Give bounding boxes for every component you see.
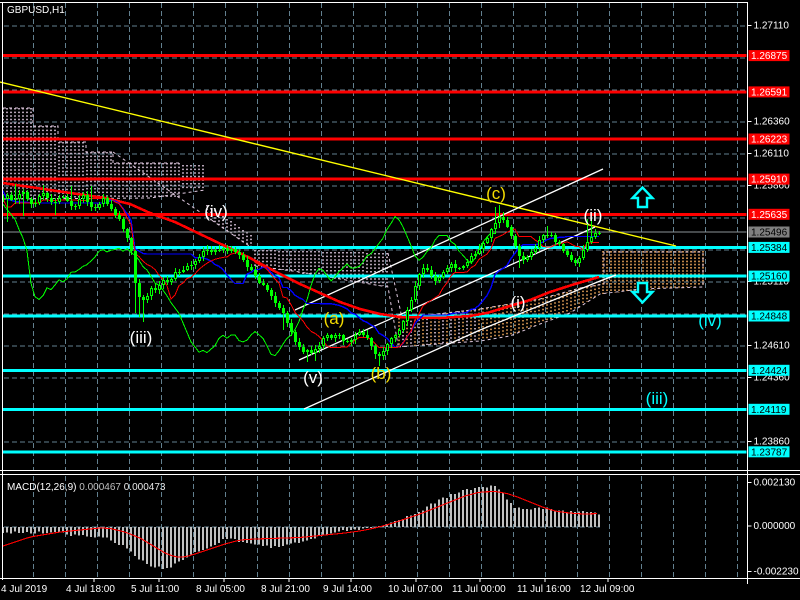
svg-text:1.25160: 1.25160 (751, 272, 788, 283)
svg-text:4 Jul 18:00: 4 Jul 18:00 (66, 584, 115, 595)
svg-text:MACD(12,26,9) 0.000467 0.00047: MACD(12,26,9) 0.000467 0.000473 (7, 482, 166, 493)
svg-text:5 Jul 11:00: 5 Jul 11:00 (131, 584, 180, 595)
svg-text:1.25110: 1.25110 (754, 277, 790, 288)
svg-text:(i): (i) (510, 293, 525, 312)
svg-text:1.26110: 1.26110 (754, 149, 790, 160)
svg-text:(ii): (ii) (584, 206, 603, 225)
svg-text:1.23860: 1.23860 (754, 437, 791, 448)
svg-text:10 Jul 07:00: 10 Jul 07:00 (388, 584, 443, 595)
svg-text:GBPUSD,H1: GBPUSD,H1 (7, 5, 65, 16)
svg-text:11 Jul 16:00: 11 Jul 16:00 (517, 584, 571, 595)
svg-text:(v): (v) (303, 368, 323, 387)
svg-text:1.26591: 1.26591 (751, 87, 788, 98)
svg-text:1.27110: 1.27110 (754, 21, 790, 32)
svg-text:(b): (b) (371, 364, 392, 383)
svg-text:(iii): (iii) (646, 389, 669, 408)
svg-text:1.24119: 1.24119 (751, 405, 787, 416)
svg-text:(iii): (iii) (130, 328, 153, 347)
svg-text:12 Jul 09:00: 12 Jul 09:00 (580, 584, 635, 595)
svg-text:1.25496: 1.25496 (751, 228, 788, 239)
svg-text:9 Jul 14:00: 9 Jul 14:00 (323, 584, 372, 595)
svg-text:1.24424: 1.24424 (751, 366, 788, 377)
svg-text:1.24360: 1.24360 (754, 373, 791, 384)
svg-text:(a): (a) (324, 309, 345, 328)
svg-text:-0.002230: -0.002230 (754, 567, 799, 578)
svg-text:0.000000: 0.000000 (754, 521, 796, 532)
svg-text:0.002130: 0.002130 (754, 478, 796, 489)
svg-text:1.25860: 1.25860 (754, 181, 791, 192)
svg-text:1.26223: 1.26223 (751, 135, 788, 146)
svg-text:(c): (c) (486, 184, 506, 203)
svg-text:1.24848: 1.24848 (751, 312, 788, 323)
svg-text:1.26875: 1.26875 (751, 51, 788, 62)
svg-text:1.24610: 1.24610 (754, 341, 791, 352)
svg-text:11 Jul 00:00: 11 Jul 00:00 (452, 584, 506, 595)
svg-text:8 Jul 21:00: 8 Jul 21:00 (261, 584, 310, 595)
svg-text:1.25635: 1.25635 (751, 210, 788, 221)
svg-text:(iv): (iv) (698, 311, 722, 330)
svg-text:8 Jul 05:00: 8 Jul 05:00 (196, 584, 245, 595)
svg-text:(iv): (iv) (204, 202, 228, 221)
svg-text:4 Jul 2019: 4 Jul 2019 (1, 584, 48, 595)
svg-text:1.26360: 1.26360 (754, 117, 791, 128)
svg-text:1.25384: 1.25384 (751, 243, 788, 254)
svg-text:1.23787: 1.23787 (751, 447, 788, 458)
svg-text:1.25910: 1.25910 (751, 175, 788, 186)
